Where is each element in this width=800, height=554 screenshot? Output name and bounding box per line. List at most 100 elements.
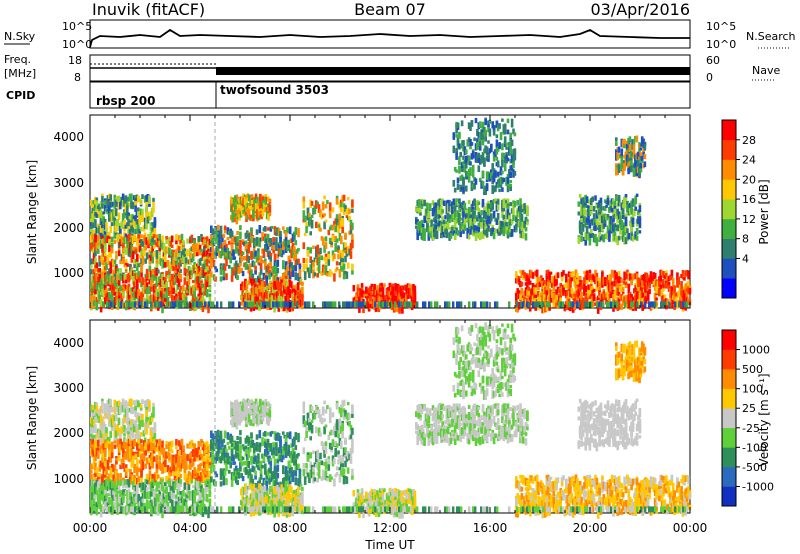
heatmap-cell: [148, 295, 152, 299]
heatmap-cell: [496, 126, 500, 132]
heatmap-cell: [194, 301, 197, 308]
heatmap-cell: [351, 208, 354, 213]
heatmap-cell: [639, 152, 643, 159]
heatmap-cell: [309, 247, 312, 254]
heatmap-cell: [317, 257, 321, 262]
heatmap-cell: [455, 121, 458, 128]
heatmap-cell: [128, 228, 132, 235]
heatmap-cell: [446, 222, 450, 230]
heatmap-cell: [263, 281, 267, 288]
heatmap-cell: [640, 301, 643, 308]
heatmap-cell: [438, 215, 442, 218]
heatmap-cell: [95, 411, 99, 417]
heatmap-cell: [342, 263, 346, 270]
heatmap-cell: [94, 264, 97, 273]
nsearch-tick-top: 10^5: [706, 20, 736, 33]
heatmap-cell: [285, 281, 289, 287]
heatmap-cell: [662, 301, 665, 308]
heatmap-cell: [241, 207, 244, 216]
heatmap-cell: [671, 295, 675, 300]
heatmap-cell: [293, 254, 296, 261]
heatmap-cell: [259, 237, 263, 242]
heatmap-cell: [580, 231, 583, 236]
heatmap-cell: [308, 270, 311, 279]
heatmap-cell: [235, 205, 239, 210]
heatmap-cell: [155, 276, 159, 285]
heatmap-cell: [612, 224, 615, 231]
heatmap-cell: [446, 301, 449, 308]
heatmap-cell: [598, 277, 601, 285]
heatmap-cell: [409, 295, 412, 299]
heatmap-cell: [626, 231, 629, 237]
heatmap-cell: [99, 217, 103, 224]
heatmap-cell: [113, 203, 117, 209]
heatmap-cell: [519, 213, 522, 222]
heatmap-cell: [266, 264, 270, 271]
heatmap-cell: [674, 297, 678, 305]
heatmap-cell: [234, 213, 237, 218]
heatmap-cell: [130, 254, 134, 263]
cpid-segment-2: twofsound 3503: [220, 83, 329, 97]
heatmap-cell: [155, 282, 159, 287]
heatmap-cell: [335, 214, 339, 219]
heatmap-cell: [157, 277, 160, 283]
heatmap-cell: [385, 288, 389, 296]
heatmap-cell: [358, 296, 361, 304]
heatmap-cell: [545, 292, 549, 301]
heatmap-cell: [244, 244, 248, 252]
heatmap-cell: [161, 242, 164, 248]
heatmap-cell: [655, 301, 658, 306]
heatmap-cell: [244, 301, 247, 308]
heatmap-cell: [600, 301, 603, 308]
heatmap-cell: [615, 227, 618, 232]
heatmap-cell: [203, 269, 206, 278]
heatmap-cell: [688, 287, 692, 295]
heatmap-cell: [177, 235, 181, 242]
heatmap-cell: [683, 286, 686, 291]
heatmap-cell: [650, 301, 653, 308]
heatmap-cell: [642, 274, 646, 282]
heatmap-cell: [138, 245, 142, 253]
heatmap-cell: [417, 199, 421, 208]
heatmap-cell: [99, 278, 103, 286]
heatmap-cell: [182, 255, 185, 264]
heatmap-cell: [615, 235, 618, 243]
heatmap-cell: [649, 275, 653, 282]
heatmap-cell: [501, 187, 504, 192]
heatmap-cell: [91, 222, 94, 229]
heatmap-cell: [315, 246, 318, 251]
heatmap-cell: [250, 269, 253, 278]
heatmap-cell: [154, 283, 157, 291]
heatmap-cell: [334, 218, 337, 224]
heatmap-cell: [198, 249, 202, 256]
heatmap-cell: [502, 198, 506, 202]
heatmap-cell: [615, 286, 618, 295]
heatmap-cell: [126, 284, 129, 294]
heatmap-cell: [601, 280, 604, 288]
heatmap-cell: [477, 122, 481, 130]
heatmap-cell: [260, 287, 264, 293]
heatmap-cell: [463, 146, 467, 156]
heatmap-cell: [477, 207, 481, 216]
heatmap-cell: [460, 140, 464, 149]
heatmap-cell: [594, 236, 597, 243]
heatmap-cell: [520, 288, 524, 295]
heatmap-cell: [193, 304, 196, 312]
heatmap-cell: [281, 290, 285, 298]
heatmap-cell: [319, 209, 322, 218]
heatmap-cell: [99, 304, 103, 313]
heatmap-cell: [581, 297, 585, 305]
heatmap-cell: [371, 300, 375, 308]
heatmap-cell: [510, 208, 514, 214]
heatmap-cell: [673, 285, 676, 294]
heatmap-cell: [319, 227, 322, 232]
heatmap-cell: [633, 203, 636, 207]
heatmap-cell: [94, 249, 97, 253]
heatmap-cell: [116, 234, 120, 243]
heatmap-cell: [92, 269, 96, 279]
heatmap-cell: [430, 301, 433, 308]
heatmap-cell: [544, 286, 547, 295]
heatmap-cell: [306, 207, 310, 214]
heatmap-cell: [280, 295, 283, 304]
heatmap-cell: [523, 203, 526, 211]
